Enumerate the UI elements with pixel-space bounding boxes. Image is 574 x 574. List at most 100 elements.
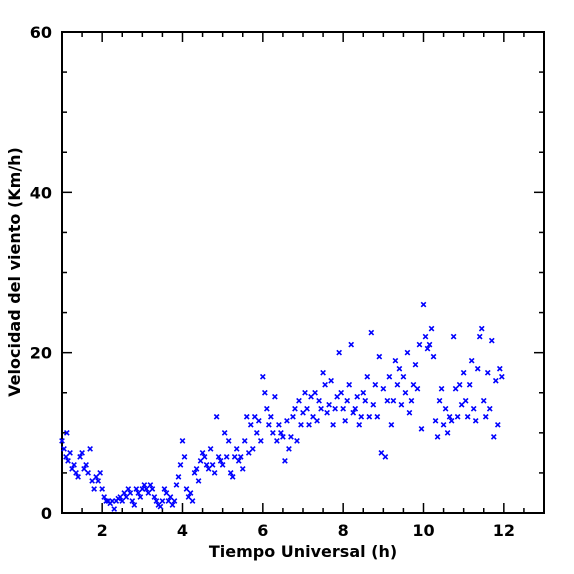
data-point xyxy=(290,413,296,420)
data-point xyxy=(111,506,118,512)
data-point xyxy=(330,421,336,428)
x-axis-title: Tiempo Universal (h) xyxy=(209,542,397,561)
y-tick-label: 60 xyxy=(30,23,52,42)
data-point xyxy=(243,413,250,420)
data-point xyxy=(79,450,85,456)
data-point xyxy=(263,405,270,412)
data-point xyxy=(300,409,306,416)
data-point xyxy=(454,413,461,420)
axis-ticks xyxy=(61,31,545,514)
data-point xyxy=(274,437,280,444)
data-point xyxy=(376,353,383,360)
data-point xyxy=(63,454,69,460)
x-tick-label: 8 xyxy=(338,521,349,540)
y-axis-title: Velocidad del viento (Km/h) xyxy=(5,147,24,397)
data-point xyxy=(123,494,130,500)
data-point xyxy=(498,373,505,380)
data-point xyxy=(468,357,475,364)
data-point xyxy=(223,454,230,460)
data-point xyxy=(456,381,463,388)
data-point xyxy=(125,486,132,492)
data-point xyxy=(229,474,236,480)
data-point xyxy=(378,450,385,456)
data-point xyxy=(382,454,389,460)
data-point xyxy=(215,454,222,460)
data-point xyxy=(444,429,451,436)
data-point xyxy=(165,498,172,504)
data-point xyxy=(470,405,477,412)
data-point xyxy=(442,405,449,412)
data-point xyxy=(328,377,334,384)
data-point xyxy=(414,385,421,392)
data-point xyxy=(410,381,417,388)
data-point xyxy=(161,486,168,492)
data-point xyxy=(472,417,479,424)
data-point xyxy=(492,377,499,384)
x-tick-label: 4 xyxy=(177,521,188,540)
data-point xyxy=(474,365,481,372)
data-point xyxy=(348,341,355,348)
data-point xyxy=(354,393,361,400)
data-point xyxy=(95,478,102,484)
data-point xyxy=(432,417,439,424)
data-point xyxy=(131,502,138,508)
data-point xyxy=(402,389,409,396)
data-point xyxy=(294,437,300,444)
data-point xyxy=(398,401,405,408)
data-point xyxy=(446,413,453,420)
data-point xyxy=(358,413,365,420)
data-point xyxy=(342,417,349,424)
data-point xyxy=(452,385,459,392)
data-point xyxy=(83,462,89,468)
data-point xyxy=(322,381,328,388)
data-point xyxy=(422,333,429,340)
data-point xyxy=(183,486,190,492)
data-point xyxy=(388,421,395,428)
data-point xyxy=(334,393,341,400)
data-point xyxy=(209,462,216,468)
data-point xyxy=(364,373,371,380)
data-point xyxy=(404,349,411,356)
data-point xyxy=(332,405,338,412)
x-tick-label: 6 xyxy=(257,521,268,540)
data-point xyxy=(428,325,435,332)
data-point xyxy=(259,373,266,380)
data-point xyxy=(416,341,423,348)
data-point xyxy=(372,381,379,388)
data-point xyxy=(494,421,501,428)
data-point xyxy=(366,413,373,420)
data-point xyxy=(400,373,407,380)
data-point xyxy=(153,498,160,504)
data-point xyxy=(370,401,377,408)
data-point xyxy=(99,486,106,492)
data-point xyxy=(488,337,495,344)
data-point xyxy=(65,458,71,464)
data-point xyxy=(460,369,467,376)
data-point xyxy=(288,433,294,440)
data-point xyxy=(127,490,134,496)
data-point xyxy=(430,353,437,360)
data-point xyxy=(59,437,65,444)
data-point xyxy=(306,421,312,428)
data-point xyxy=(213,413,220,420)
data-point xyxy=(71,462,77,468)
data-point xyxy=(482,413,489,420)
data-point xyxy=(436,397,443,404)
plot-frame xyxy=(61,31,545,514)
data-point xyxy=(450,333,457,340)
data-point xyxy=(193,466,200,472)
data-point xyxy=(326,401,332,408)
data-point xyxy=(406,409,413,416)
data-point xyxy=(189,498,196,504)
data-point xyxy=(462,397,469,404)
data-point xyxy=(101,494,108,500)
data-point xyxy=(408,397,415,404)
data-point xyxy=(284,417,290,424)
data-point xyxy=(211,470,218,476)
data-point xyxy=(314,417,320,424)
data-point xyxy=(141,482,148,488)
data-point xyxy=(476,333,483,340)
data-point xyxy=(171,498,178,504)
data-point xyxy=(304,405,310,412)
